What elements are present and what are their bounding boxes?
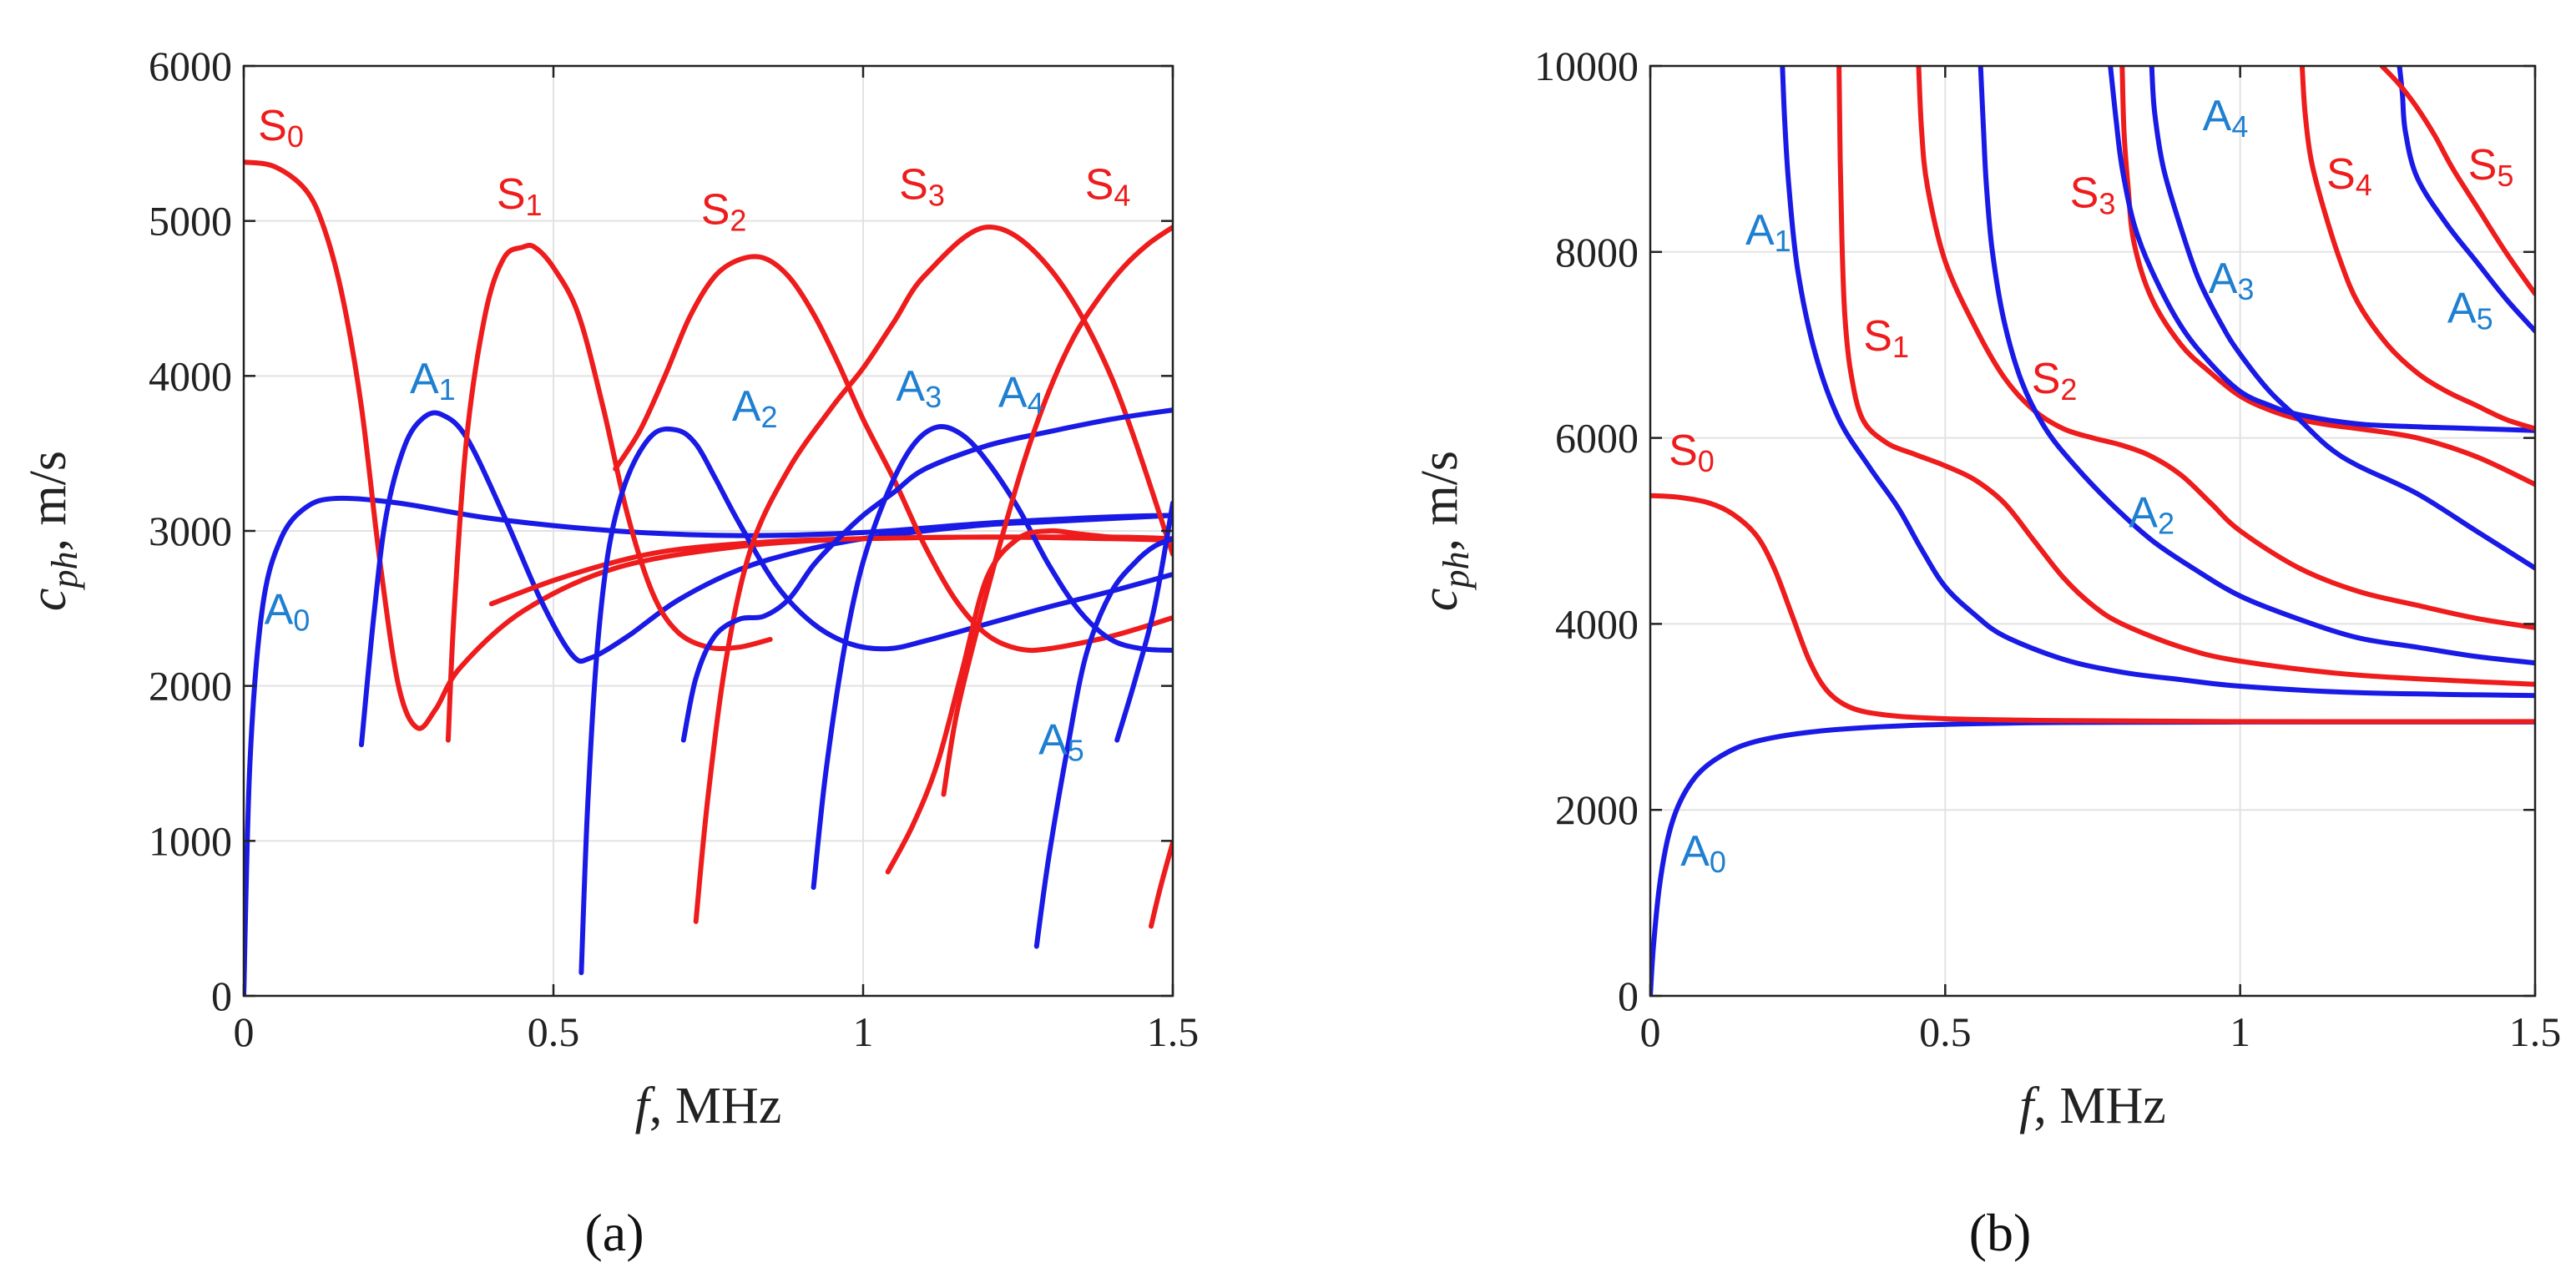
panel-a-chart: 0 0.5 1 1.5 0 1000 2000 3000 4000 5000 6000 f, MHz c… — [20, 43, 1199, 1134]
panel-b-y-tick-label: 6000 — [1555, 415, 1639, 462]
panel-b-mode-label-s4: S4 — [2326, 150, 2372, 202]
panel-a-curve-s2 — [613, 254, 1173, 654]
panel-a-y-tick-label: 4000 — [149, 352, 232, 399]
panel-a-mode-label-a0: A0 — [265, 585, 311, 637]
panel-a-mode-label-s0: S0 — [258, 102, 304, 154]
panel-b-x-axis-label: f, MHz — [2019, 1078, 2166, 1134]
panel-b-curve-s5 — [2379, 66, 2535, 296]
panel-b-mode-label-a4: A4 — [2203, 92, 2249, 144]
panel-a-curve-a2 — [578, 426, 1173, 976]
panel-b-curve-a5 — [2397, 66, 2535, 334]
panel-b-y-tick-label: 8000 — [1555, 229, 1639, 275]
panel-b-curve-s1 — [1836, 66, 2535, 687]
panel-b-curve-a3 — [2149, 66, 2535, 571]
panel-b-mode-label-s1: S1 — [1863, 312, 1909, 364]
panel-a-curve-s3 — [885, 528, 1173, 875]
panel-a-x-tick-label: 0 — [234, 1008, 255, 1055]
panel-a-curve-a3 — [680, 407, 1173, 743]
panel-b-y-tick-label: 0 — [1618, 972, 1639, 1019]
panel-b-y-axis-label: cph, m/s — [1412, 451, 1477, 611]
panel-b-mode-label-s3: S3 — [2070, 169, 2116, 220]
panel-a-curve-s4 — [1149, 840, 1173, 929]
panel-a-y-tick-label: 2000 — [149, 663, 232, 710]
panel-a-curve-a1 — [359, 410, 1173, 748]
panel-a-mode-label-a1: A1 — [410, 355, 456, 407]
panel-a-mode-label-s2: S2 — [701, 185, 747, 237]
panel-b-mode-label-a2: A2 — [2129, 489, 2174, 541]
panel-b-mode-label-s0: S0 — [1669, 427, 1715, 478]
panel-a-mode-label-s4: S4 — [1085, 161, 1131, 213]
panel-b-chart: 0 0.5 1 1.5 0 2000 4000 6000 8000 10000 f, MHz cph,… — [1412, 43, 2561, 1134]
panel-b-x-tick-label: 0 — [1640, 1008, 1661, 1055]
panel-b-caption: (b) — [1969, 1203, 2032, 1262]
panel-a-y-tick-label: 0 — [211, 972, 232, 1019]
panel-b-curve-a1 — [1780, 66, 2535, 699]
panel-b-x-tick-label: 1 — [2230, 1008, 2250, 1055]
panel-a-mode-label-s3: S3 — [899, 161, 945, 213]
panel-a-y-axis-label: cph, m/s — [20, 451, 85, 611]
panel-a-y-tick-label: 5000 — [149, 198, 232, 245]
panel-a-x-axis-label: f, MHz — [635, 1078, 782, 1134]
panel-b-mode-label-a1: A1 — [1745, 206, 1791, 258]
panel-a-curve-s1 — [445, 242, 773, 743]
panel-a-mode-label-s1: S1 — [497, 170, 543, 222]
panel-b-plot-frame — [1649, 64, 2537, 998]
panel-a-curve-a5 — [1114, 500, 1173, 743]
panel-b-curve-s4 — [2299, 66, 2535, 432]
panel-a-curve-a3b — [811, 424, 1173, 890]
panel-b-mode-label-s2: S2 — [2032, 355, 2078, 407]
panel-a-y-tick-label: 3000 — [149, 508, 232, 554]
panel-a-mode-label-a5: A5 — [1038, 715, 1084, 767]
panel-b-x-tick-label: 1.5 — [2509, 1008, 2562, 1055]
panel-a-mode-label-a4: A4 — [998, 368, 1044, 420]
panel-b-y-tick-label: 2000 — [1555, 786, 1639, 833]
panel-b-y-tick-label: 4000 — [1555, 600, 1639, 647]
panel-a-curves — [244, 159, 1173, 996]
panel-b-curve-a0 — [1650, 719, 2535, 996]
panel-a-x-tick-label: 0.5 — [528, 1008, 580, 1055]
panel-b-curve-s0 — [1650, 493, 2535, 725]
panel-b-curve-a4 — [2108, 66, 2535, 433]
panel-a-mode-label-a2: A2 — [732, 382, 778, 434]
panel-a-curve-s1b — [488, 534, 1173, 607]
panel-a-y-tick-label: 6000 — [149, 43, 232, 89]
panel-b-mode-label-a3: A3 — [2209, 255, 2255, 306]
panel-b-mode-label-a0: A0 — [1680, 827, 1726, 879]
panel-a-caption: (a) — [584, 1203, 644, 1262]
panel-b-x-tick-label: 0.5 — [1919, 1008, 1972, 1055]
panel-b-y-tick-label: 10000 — [1534, 43, 1639, 89]
panel-b-mode-label-a5: A5 — [2447, 284, 2493, 336]
panel-b-mode-label-s5: S5 — [2468, 141, 2514, 193]
panel-b-curve-a2 — [1977, 66, 2535, 666]
panel-a-mode-label-a3: A3 — [896, 362, 942, 414]
panel-a-x-tick-label: 1 — [853, 1008, 874, 1055]
panel-a-y-tick-label: 1000 — [149, 817, 232, 864]
panel-b-curve-s2 — [1916, 66, 2535, 630]
panel-a-curve-s3b — [941, 225, 1173, 797]
panel-a-curve-a4 — [1033, 536, 1173, 949]
panel-a-x-tick-label: 1.5 — [1147, 1008, 1200, 1055]
panel-a-curve-s2b — [693, 225, 1173, 924]
panel-b-curves — [1650, 66, 2535, 996]
